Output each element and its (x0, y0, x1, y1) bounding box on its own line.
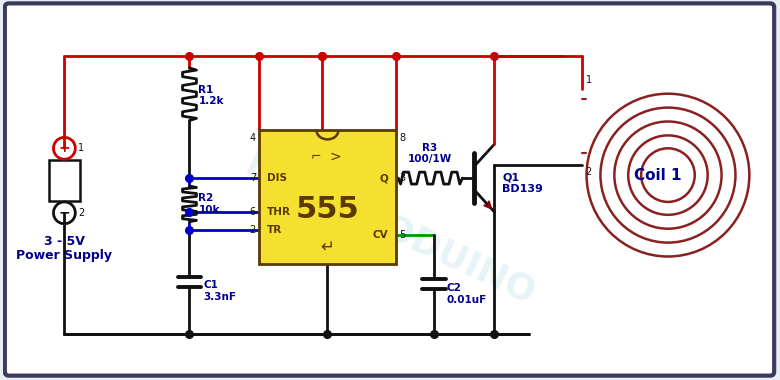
Text: −: − (58, 206, 70, 220)
Text: 3: 3 (399, 173, 405, 183)
Text: CV: CV (372, 230, 388, 240)
Text: 3 - 5V: 3 - 5V (44, 235, 85, 248)
FancyBboxPatch shape (259, 130, 396, 264)
Text: Q: Q (379, 173, 388, 183)
Text: 5: 5 (399, 230, 405, 240)
Text: 555: 555 (296, 195, 360, 224)
Text: ↵: ↵ (321, 238, 335, 256)
Text: 7: 7 (250, 173, 256, 183)
Text: 8: 8 (399, 133, 405, 143)
Text: Power Supply: Power Supply (16, 249, 112, 261)
Text: R1
1.2k: R1 1.2k (198, 85, 224, 106)
Text: 4: 4 (250, 133, 256, 143)
Text: +: + (58, 141, 70, 155)
FancyBboxPatch shape (48, 160, 80, 201)
Text: ELECTRODUINO: ELECTRODUINO (239, 147, 541, 312)
Text: ⌐: ⌐ (310, 150, 321, 163)
Text: R2
10k: R2 10k (198, 193, 220, 215)
Text: Q1
BD139: Q1 BD139 (502, 172, 543, 194)
Text: 2: 2 (586, 167, 592, 177)
Text: Coil 1: Coil 1 (634, 168, 682, 183)
Text: C2
0.01uF: C2 0.01uF (447, 283, 487, 305)
Text: 2: 2 (78, 208, 84, 218)
Text: DIS: DIS (267, 173, 287, 183)
Text: R3
100/1W: R3 100/1W (408, 142, 452, 164)
Text: THR: THR (267, 207, 291, 217)
FancyBboxPatch shape (5, 3, 775, 376)
Text: >: > (330, 149, 341, 163)
Text: 1: 1 (78, 143, 84, 153)
Text: 1: 1 (586, 75, 592, 85)
Text: C1
3.3nF: C1 3.3nF (204, 280, 236, 302)
Text: 2: 2 (250, 225, 256, 235)
Text: TR: TR (267, 225, 282, 235)
Text: 6: 6 (250, 207, 256, 217)
